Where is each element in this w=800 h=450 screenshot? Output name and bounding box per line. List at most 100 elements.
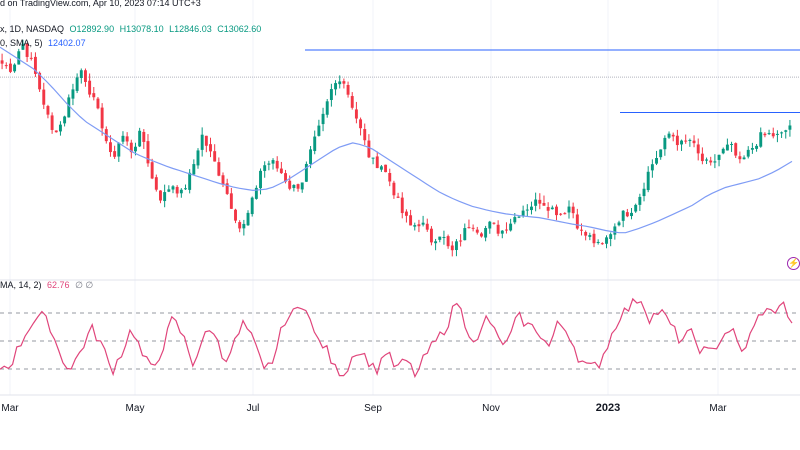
- candle-body: [313, 136, 317, 151]
- candle-body: [659, 149, 663, 158]
- candle-body: [329, 89, 333, 100]
- candle-body: [83, 70, 87, 82]
- candle-body: [705, 159, 709, 161]
- candle-body: [546, 207, 550, 211]
- candle-body: [509, 223, 513, 231]
- candle-body: [263, 165, 267, 171]
- rsi-line: [0, 297, 793, 379]
- published-text: d on TradingView.com, Apr 10, 2023 07:14…: [0, 0, 201, 8]
- candle-body: [446, 236, 450, 247]
- candle-body: [58, 124, 62, 132]
- candle-body: [625, 212, 629, 217]
- candle-body: [234, 209, 237, 221]
- candle-body: [296, 184, 300, 189]
- candle-body: [634, 204, 638, 212]
- x-tick-jul: Jul: [246, 403, 260, 414]
- candle-body: [204, 135, 208, 146]
- candle-body: [496, 224, 500, 234]
- candle-body: [38, 72, 42, 90]
- candle-body: [434, 241, 438, 244]
- sma-path: [0, 46, 793, 234]
- horizontal-levels: [0, 49, 800, 114]
- candle-body: [479, 233, 483, 237]
- lightning-icon[interactable]: ⚡: [787, 257, 800, 270]
- candle-body: [325, 101, 329, 115]
- candle-body: [784, 130, 788, 132]
- candle-body: [359, 119, 363, 129]
- candle-body: [92, 93, 96, 98]
- candle-body: [605, 237, 608, 244]
- candle-body: [138, 130, 142, 147]
- candle-body: [284, 173, 287, 182]
- sma-value: 12402.07: [48, 38, 86, 48]
- candle-body: [125, 136, 129, 142]
- candle-body: [450, 245, 454, 251]
- x-tick-2023: 2023: [595, 402, 621, 414]
- candle-body: [500, 230, 504, 234]
- candle-body: [392, 182, 396, 196]
- candle-body: [730, 143, 734, 145]
- rsi-path: [0, 297, 793, 379]
- candle-body: [709, 160, 713, 163]
- candle-body: [154, 177, 158, 190]
- candle-body: [438, 236, 442, 240]
- candle-body: [671, 134, 675, 137]
- candle-body: [600, 243, 604, 245]
- candle-body: [63, 116, 67, 124]
- candle-body: [238, 222, 242, 229]
- candle-body: [317, 125, 321, 136]
- candle-body: [196, 150, 200, 166]
- candle-body: [442, 236, 446, 238]
- candle-body: [192, 164, 196, 175]
- candle-body: [454, 241, 458, 251]
- candle-body: [79, 70, 83, 78]
- candle-body: [275, 160, 279, 169]
- candle-body: [25, 44, 29, 57]
- candle-body: [29, 57, 33, 59]
- candle-body: [775, 133, 779, 135]
- candle-body: [304, 163, 308, 182]
- rsi-label: MA, 14, 2): [0, 280, 42, 290]
- candle-body: [179, 189, 183, 194]
- candle-body: [675, 135, 679, 146]
- candle-body: [4, 65, 8, 67]
- rsi-legend[interactable]: MA, 14, 2) 62.76 ∅ ∅: [0, 280, 96, 291]
- candle-body: [517, 216, 521, 218]
- candle-body: [734, 143, 738, 156]
- candle-body: [338, 81, 342, 85]
- candle-body: [559, 213, 563, 215]
- candle-body: [613, 226, 617, 235]
- candle-body: [334, 83, 338, 90]
- candle-body: [592, 233, 596, 244]
- candle-body: [254, 187, 258, 199]
- candle-body: [129, 142, 133, 153]
- candle-body: [171, 186, 175, 190]
- candle-body: [621, 210, 625, 221]
- x-tick-mar-2023: Mar: [709, 403, 727, 414]
- sma-legend[interactable]: 0, SMA, 5) 12402.07: [0, 38, 89, 48]
- candle-body: [292, 184, 296, 189]
- candle-body: [384, 164, 388, 173]
- candle-body: [267, 163, 271, 165]
- sma-label: 0, SMA, 5): [0, 38, 43, 48]
- rsi-levels: [0, 312, 800, 370]
- candle-body: [159, 190, 162, 201]
- x-tick-mar: Mar: [1, 403, 19, 414]
- candle-body: [492, 222, 496, 224]
- candle-body: [46, 106, 50, 115]
- open-value: O12892.90: [69, 24, 115, 34]
- candles: [0, 39, 792, 257]
- candle-body: [755, 145, 759, 149]
- candle-body: [109, 142, 112, 153]
- candle-body: [342, 81, 346, 84]
- candle-body: [471, 227, 475, 229]
- candle-body: [354, 109, 358, 119]
- candle-body: [484, 227, 488, 238]
- candle-body: [425, 223, 429, 230]
- sma-line: [0, 46, 793, 234]
- candle-body: [746, 149, 750, 157]
- chart-header-line1: d on TradingView.com, Apr 10, 2023 07:14…: [0, 0, 204, 8]
- candle-body: [50, 115, 54, 130]
- symbol-label: x, 1D, NASDAQ: [0, 24, 65, 34]
- candle-body: [167, 189, 171, 192]
